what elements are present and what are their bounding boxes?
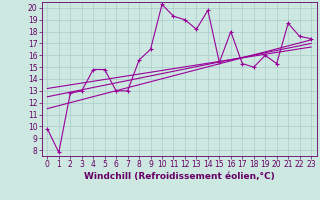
X-axis label: Windchill (Refroidissement éolien,°C): Windchill (Refroidissement éolien,°C) <box>84 172 275 181</box>
